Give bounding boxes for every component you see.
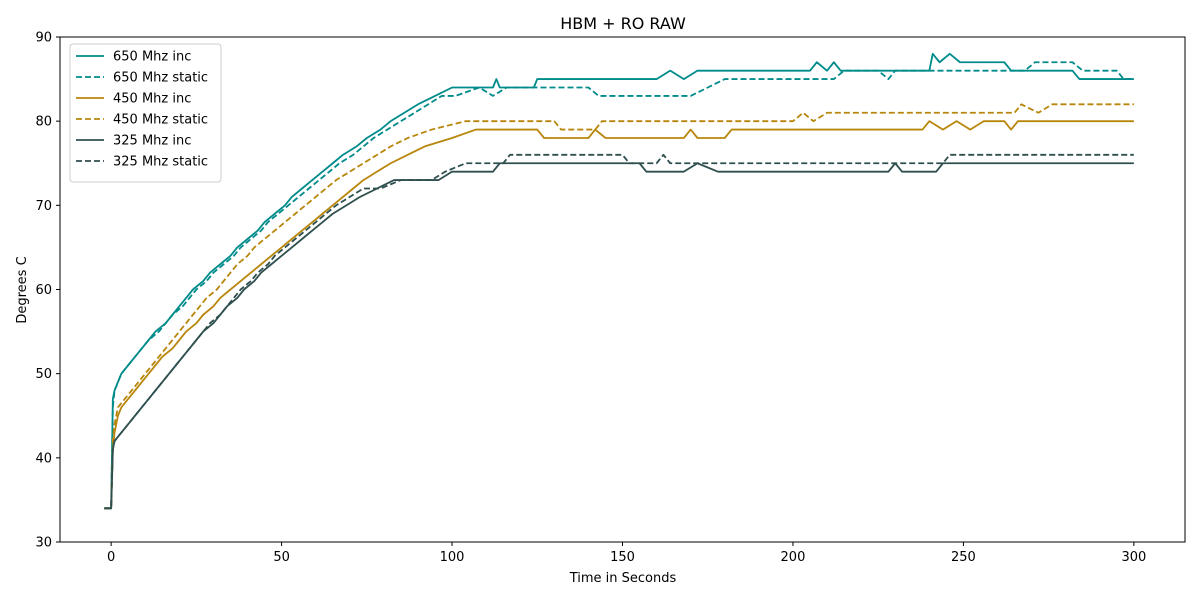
plot-area [104,52,1134,510]
legend-label: 325 Mhz static [113,155,208,170]
x-tick-label: 200 [781,550,806,565]
y-tick-label: 50 [35,367,52,382]
x-tick-label: 100 [440,550,465,565]
x-tick-label: 0 [107,550,115,565]
x-tick-label: 300 [1121,550,1146,565]
x-tick-label: 50 [273,550,290,565]
series-line-325-mhz-inc [104,162,1134,510]
series-line-450-mhz-inc [104,120,1134,510]
legend-label: 450 Mhz static [113,113,208,128]
series-line-650-mhz-static [104,61,1134,510]
legend-label: 650 Mhz inc [113,50,191,65]
legend-label: 650 Mhz static [113,71,208,86]
legend: 650 Mhz inc 650 Mhz static 450 Mhz inc 450 … [69,43,222,183]
y-tick-label: 40 [35,451,52,466]
x-axis-label: Time in Seconds [569,571,677,586]
x-axis: 0 50 100 150 200 250 300 [107,542,1146,565]
y-tick-label: 70 [35,199,52,214]
legend-box [69,43,222,183]
legend-label: 325 Mhz inc [113,134,191,149]
x-tick-label: 150 [610,550,635,565]
y-tick-label: 90 [35,31,52,46]
y-axis: 30 40 50 60 70 80 90 [35,31,60,551]
y-axis-label: Degrees C [15,256,30,323]
y-tick-label: 30 [35,536,52,551]
series-line-325-mhz-static [104,153,1134,510]
y-tick-label: 80 [35,115,52,130]
series-line-450-mhz-static [104,103,1134,510]
x-tick-label: 250 [951,550,976,565]
chart-title: HBM + RO RAW [560,14,686,33]
y-tick-label: 60 [35,283,52,298]
legend-label: 450 Mhz inc [113,92,191,107]
plot-frame [59,36,1186,543]
